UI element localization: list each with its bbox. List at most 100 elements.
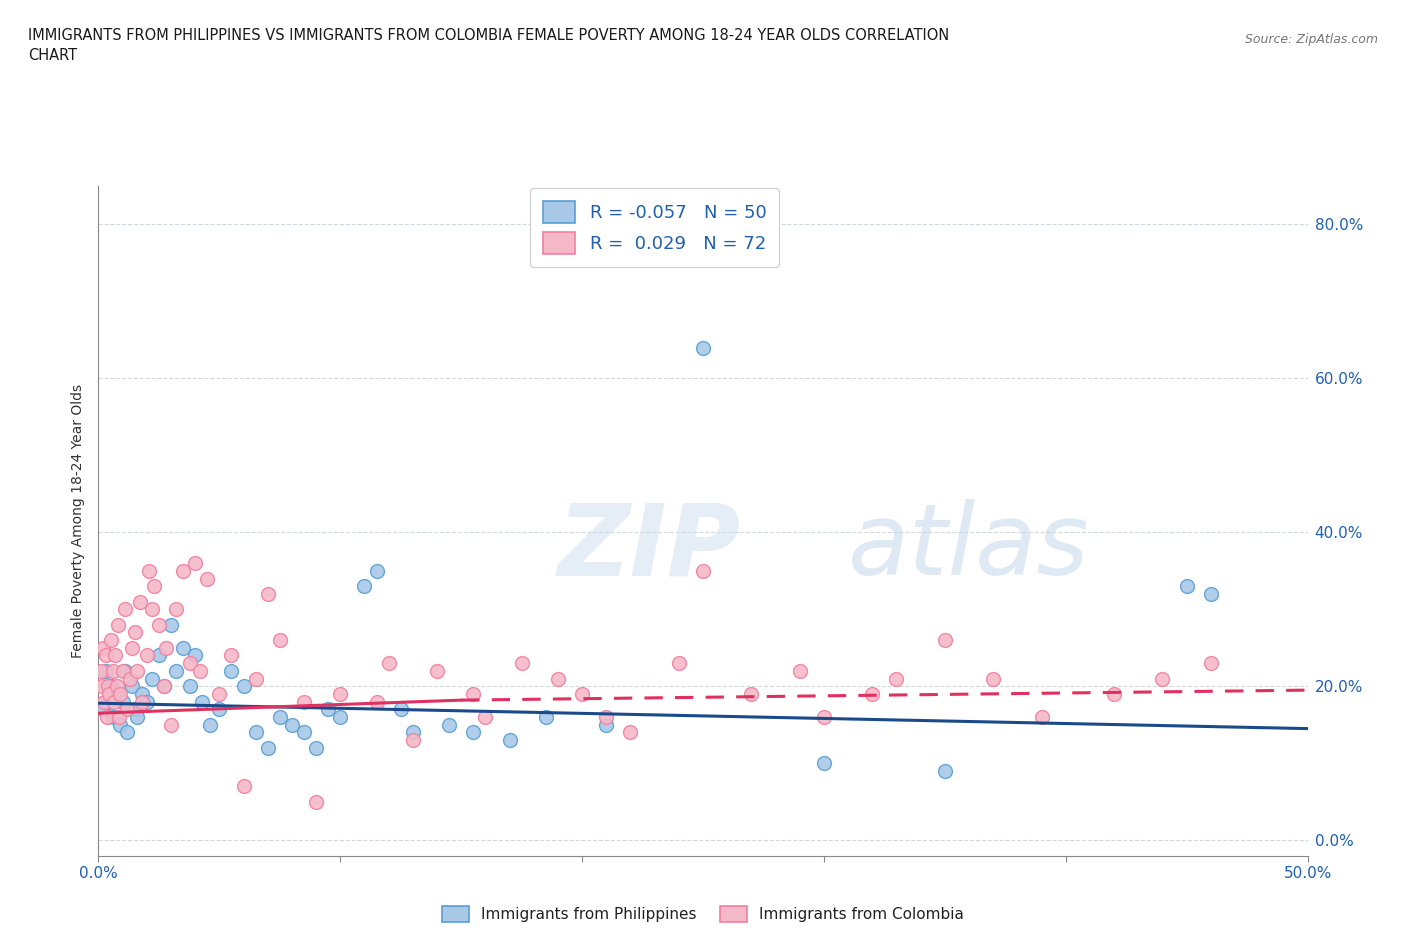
Legend: Immigrants from Philippines, Immigrants from Colombia: Immigrants from Philippines, Immigrants …	[436, 900, 970, 928]
Point	[1199, 656, 1222, 671]
Point	[316, 702, 339, 717]
Point	[305, 740, 328, 755]
Point	[366, 564, 388, 578]
Point	[104, 648, 127, 663]
Point	[595, 717, 617, 732]
Point	[127, 710, 149, 724]
Point	[152, 679, 174, 694]
Point	[221, 663, 243, 678]
Point	[160, 618, 183, 632]
Point	[91, 679, 114, 694]
Point	[463, 725, 485, 740]
Point	[118, 671, 141, 686]
Point	[127, 663, 149, 678]
Point	[353, 578, 375, 593]
Point	[191, 694, 214, 709]
Point	[98, 686, 121, 701]
Point	[292, 725, 315, 740]
Point	[619, 725, 641, 740]
Point	[740, 686, 762, 701]
Point	[668, 656, 690, 671]
Point	[692, 340, 714, 355]
Point	[107, 686, 129, 701]
Text: IMMIGRANTS FROM PHILIPPINES VS IMMIGRANTS FROM COLOMBIA FEMALE POVERTY AMONG 18-: IMMIGRANTS FROM PHILIPPINES VS IMMIGRANT…	[28, 28, 949, 62]
Point	[377, 656, 399, 671]
Point	[97, 694, 120, 709]
Point	[121, 641, 143, 656]
Point	[245, 725, 267, 740]
Point	[148, 618, 170, 632]
Point	[269, 710, 291, 724]
Point	[184, 648, 207, 663]
Point	[108, 710, 131, 724]
Point	[124, 625, 146, 640]
Point	[426, 663, 449, 678]
Point	[269, 632, 291, 647]
Point	[1152, 671, 1174, 686]
Point	[165, 602, 187, 617]
Point	[534, 710, 557, 724]
Point	[510, 656, 533, 671]
Point	[1102, 686, 1125, 701]
Point	[179, 679, 201, 694]
Point	[188, 663, 211, 678]
Point	[292, 694, 315, 709]
Point	[1031, 710, 1053, 724]
Point	[111, 663, 134, 678]
Point	[135, 648, 157, 663]
Point	[329, 686, 352, 701]
Text: atlas: atlas	[848, 499, 1090, 596]
Point	[141, 602, 163, 617]
Point	[195, 571, 218, 586]
Point	[198, 717, 221, 732]
Point	[179, 656, 201, 671]
Point	[131, 694, 153, 709]
Point	[172, 641, 194, 656]
Point	[114, 602, 136, 617]
Point	[208, 702, 231, 717]
Point	[155, 641, 177, 656]
Point	[498, 733, 520, 748]
Point	[111, 694, 134, 709]
Point	[437, 717, 460, 732]
Point	[148, 648, 170, 663]
Point	[135, 694, 157, 709]
Point	[789, 663, 811, 678]
Point	[474, 710, 496, 724]
Point	[813, 756, 835, 771]
Point	[117, 725, 139, 740]
Point	[108, 686, 131, 701]
Point	[402, 733, 425, 748]
Point	[389, 702, 412, 717]
Point	[101, 710, 124, 724]
Point	[165, 663, 187, 678]
Point	[886, 671, 908, 686]
Point	[97, 679, 120, 694]
Point	[813, 710, 835, 724]
Point	[305, 794, 328, 809]
Point	[141, 671, 163, 686]
Point	[692, 564, 714, 578]
Text: Source: ZipAtlas.com: Source: ZipAtlas.com	[1244, 33, 1378, 46]
Point	[860, 686, 883, 701]
Point	[90, 663, 112, 678]
Point	[547, 671, 569, 686]
Point	[595, 710, 617, 724]
Point	[96, 710, 118, 724]
Point	[1199, 587, 1222, 602]
Point	[108, 717, 131, 732]
Point	[934, 764, 956, 778]
Point	[256, 740, 278, 755]
Point	[232, 679, 254, 694]
Point	[91, 641, 114, 656]
Point	[160, 717, 183, 732]
Point	[93, 694, 115, 709]
Point	[184, 556, 207, 571]
Point	[1175, 578, 1198, 593]
Point	[138, 564, 160, 578]
Point	[981, 671, 1004, 686]
Text: ZIP: ZIP	[558, 499, 741, 596]
Point	[208, 686, 231, 701]
Point	[131, 686, 153, 701]
Point	[152, 679, 174, 694]
